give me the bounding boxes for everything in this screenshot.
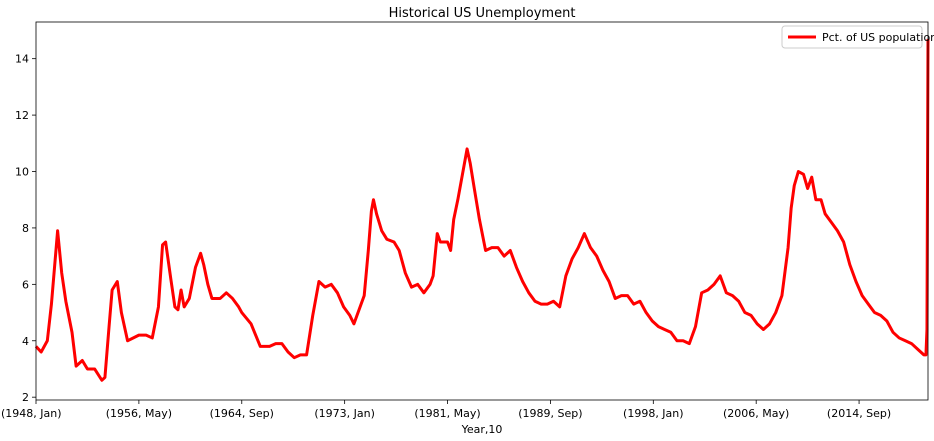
x-tick-label: (1998, Jan) — [623, 407, 684, 420]
legend-entry: Pct. of US population — [822, 31, 934, 44]
plot-frame — [35, 21, 929, 401]
y-tick-label: 14 — [15, 53, 29, 66]
series-line-0 — [34, 38, 930, 382]
y-axis: 2 4 6 8 10 12 14 — [15, 53, 36, 404]
x-tick-label: (1981, May) — [414, 407, 480, 420]
y-tick-label: 10 — [15, 166, 29, 179]
y-tick-label: 2 — [22, 391, 29, 404]
y-tick-label: 8 — [22, 222, 29, 235]
x-tick-label: (1989, Sep) — [518, 407, 582, 420]
x-axis-label: Year,10 — [461, 423, 503, 436]
x-tick-label: (1956, May) — [106, 407, 172, 420]
x-tick-label: (1948, Jan) — [1, 407, 62, 420]
y-tick-label: 6 — [22, 278, 29, 291]
x-tick-label: (2006, May) — [723, 407, 789, 420]
plot-area — [34, 21, 930, 401]
y-tick-label: 4 — [22, 335, 29, 348]
x-axis: (1948, Jan) (1956, May) (1964, Sep) (1973, … — [1, 400, 891, 420]
legend-box — [781, 25, 923, 49]
y-tick-label: 12 — [15, 109, 29, 122]
legend: Pct. of US population — [781, 25, 934, 49]
x-tick-label: (1973, Jan) — [314, 407, 375, 420]
chart-title: Historical US Unemployment — [389, 6, 576, 21]
x-tick-label: (1964, Sep) — [210, 407, 274, 420]
x-tick-label: (2014, Sep) — [827, 407, 891, 420]
